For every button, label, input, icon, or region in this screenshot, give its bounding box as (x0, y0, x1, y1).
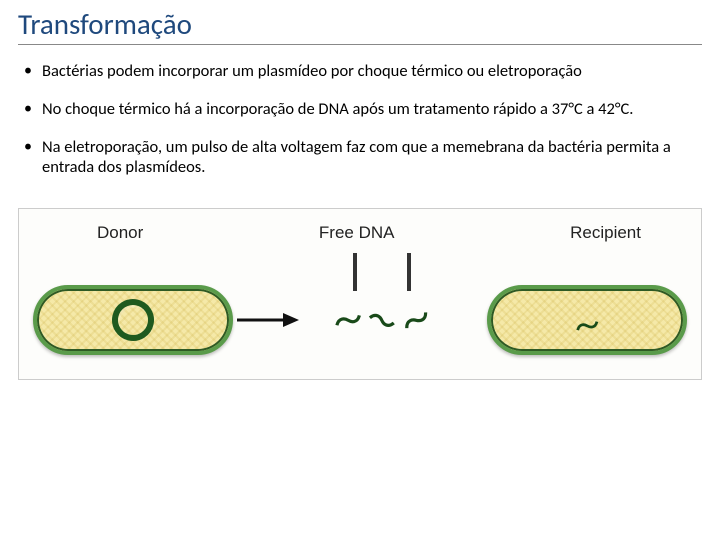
bullet-item: No choque térmico há a incorporação de D… (22, 99, 702, 119)
plasmid-icon (108, 295, 158, 345)
slide-title: Transformação (18, 6, 702, 45)
bullet-list: Bactérias podem incorporar um plasmídeo … (18, 61, 702, 178)
label-donor: Donor (97, 223, 143, 243)
dna-fragment-icon: 〜 (394, 295, 438, 344)
label-recipient: Recipient (570, 223, 641, 243)
donor-bacterium (33, 285, 233, 355)
dna-fragment-icon: 〜 (362, 296, 403, 344)
label-free-dna: Free DNA (319, 223, 395, 243)
bullet-item: Bactérias podem incorporar um plasmídeo … (22, 61, 702, 81)
free-dna-region: 〜 〜 〜 (303, 277, 461, 363)
transformation-diagram: Donor Free DNA Recipient 〜 〜 〜 〜 (18, 208, 702, 380)
diagram-row: 〜 〜 〜 〜 (33, 277, 687, 363)
recipient-bacterium: 〜 (487, 285, 687, 355)
dna-fragment-icon: 〜 (572, 305, 604, 345)
arrow-icon (233, 310, 303, 330)
electroporation-plates-icon (353, 253, 411, 291)
diagram-labels: Donor Free DNA Recipient (19, 209, 701, 243)
bullet-item: Na eletroporação, um pulso de alta volta… (22, 137, 702, 177)
dna-fragment-icon: 〜 (330, 297, 367, 343)
